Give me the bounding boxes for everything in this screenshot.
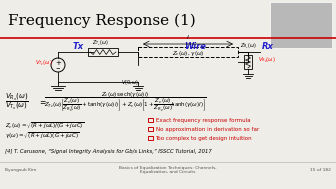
Text: $\gamma(\omega)=\sqrt{(R+j\omega L)(G+j\omega C)}$: $\gamma(\omega)=\sqrt{(R+j\omega L)(G+j\…	[5, 131, 80, 141]
Text: Wire: Wire	[184, 42, 206, 51]
Text: $Z_{R_x}(\omega)$: $Z_{R_x}(\omega)$	[240, 41, 256, 51]
Text: +: +	[55, 60, 61, 66]
Text: Tx: Tx	[73, 42, 84, 51]
Bar	[270, 2, 332, 48]
Text: −: −	[56, 66, 60, 70]
Text: Byungsub Kim: Byungsub Kim	[5, 168, 36, 172]
Text: $V_{R_x}(\omega)$: $V_{R_x}(\omega)$	[258, 55, 276, 65]
Text: $l$: $l$	[186, 33, 190, 41]
Text: $V(0,\omega)$: $V(0,\omega)$	[121, 78, 139, 87]
Text: $\dfrac{Z_c(\omega)\,\mathrm{sech}(\gamma(\omega)l)}{Z_{T_x}(\omega)\!\left[\dfr: $\dfrac{Z_c(\omega)\,\mathrm{sech}(\gamm…	[44, 91, 207, 114]
Bar	[138, 47, 238, 57]
Text: 15 of 182: 15 of 182	[310, 168, 331, 172]
Bar	[148, 127, 153, 131]
Bar	[148, 136, 153, 140]
Text: [4] T. Carusone, “Signal Integrity Analysis for Gb/s Links,” ISSCC Tutorial, 201: [4] T. Carusone, “Signal Integrity Analy…	[5, 149, 212, 154]
Text: $Z_{T_x}(\omega)$: $Z_{T_x}(\omega)$	[92, 39, 108, 48]
Text: Too complex to get design intuition: Too complex to get design intuition	[156, 136, 252, 141]
Bar	[244, 55, 252, 69]
Text: $\dfrac{V_{R_x}(\omega)}{V_{T_x}(\omega)}$: $\dfrac{V_{R_x}(\omega)}{V_{T_x}(\omega)…	[5, 92, 29, 112]
Text: $Z_c(\omega)=\sqrt{(R+j\omega L)/(G+j\omega C)}$: $Z_c(\omega)=\sqrt{(R+j\omega L)/(G+j\om…	[5, 121, 85, 131]
Text: Basics of Equalization Techniques: Channels,
Equalization, and Circuits: Basics of Equalization Techniques: Chann…	[119, 166, 217, 174]
Bar	[148, 118, 153, 122]
Text: $=$: $=$	[38, 98, 47, 106]
Text: Rx: Rx	[262, 42, 274, 51]
Bar	[88, 48, 118, 56]
Text: $Z_c(\omega),\,\gamma(\omega)$: $Z_c(\omega),\,\gamma(\omega)$	[172, 49, 204, 57]
Text: No approximation in derivation so far: No approximation in derivation so far	[156, 127, 259, 132]
Text: Frequency Response (1): Frequency Response (1)	[8, 14, 196, 28]
Text: $V_{T_x}(\omega)$: $V_{T_x}(\omega)$	[35, 58, 53, 68]
Text: Exact frequency response formula: Exact frequency response formula	[156, 118, 250, 123]
